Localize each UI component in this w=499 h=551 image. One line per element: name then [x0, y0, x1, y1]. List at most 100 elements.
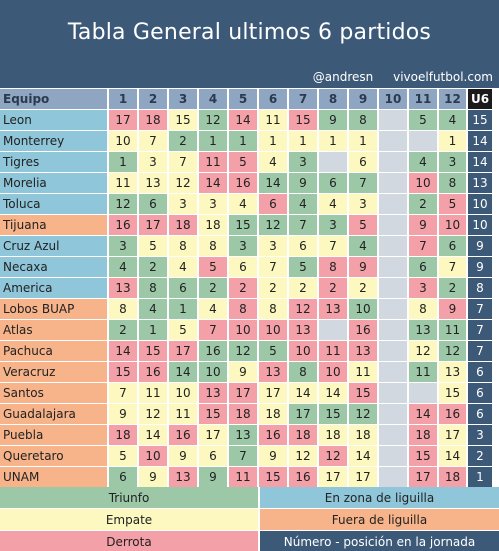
u6-position: 8 — [468, 278, 492, 298]
legend-number: Número - posición en la jornada — [260, 531, 499, 551]
position-cell: 17 — [289, 404, 317, 424]
column-header-round: 10 — [379, 89, 407, 109]
position-cell: 15 — [169, 110, 197, 130]
position-cell: 3 — [229, 236, 257, 256]
position-cell: 9 — [349, 257, 377, 277]
u6-position: 7 — [468, 320, 492, 340]
position-cell — [379, 236, 407, 256]
position-cell: 4 — [109, 257, 137, 277]
position-cell: 12 — [289, 299, 317, 319]
position-cell: 8 — [289, 362, 317, 382]
position-cell: 3 — [289, 152, 317, 172]
position-cell: 11 — [229, 467, 257, 487]
position-cell: 1 — [319, 131, 347, 151]
position-cell: 17 — [169, 341, 197, 361]
position-cell — [379, 194, 407, 214]
position-cell: 18 — [439, 467, 466, 487]
position-cell: 16 — [139, 362, 167, 382]
table-row: Morelia 11 13 12 14 16 14 9 6 7 10 8 13 — [0, 173, 499, 194]
team-name: Leon — [0, 110, 107, 130]
position-cell: 2 — [229, 278, 257, 298]
position-cell: 6 — [169, 278, 197, 298]
position-cell: 3 — [439, 152, 466, 172]
table-row: Puebla 18 14 16 17 13 16 18 18 18 18 17 3 — [0, 425, 499, 446]
position-cell: 4 — [349, 236, 377, 256]
position-cell: 4 — [229, 194, 257, 214]
credits: @andresn vivoelfutbol.com — [297, 70, 493, 84]
position-cell: 4 — [139, 299, 167, 319]
position-cell: 10 — [139, 446, 167, 466]
position-cell: 13 — [439, 362, 466, 382]
u6-position: 14 — [468, 152, 492, 172]
position-cell: 13 — [259, 362, 287, 382]
position-cell — [379, 404, 407, 424]
position-cell: 8 — [259, 299, 287, 319]
position-cell: 13 — [169, 467, 197, 487]
column-header-u6: U6 — [468, 89, 492, 109]
position-cell: 16 — [259, 425, 287, 445]
position-cell: 1 — [199, 131, 227, 151]
table-row: Atlas 2 1 5 7 10 10 13 16 13 11 7 — [0, 320, 499, 341]
position-cell — [319, 152, 347, 172]
position-cell: 9 — [439, 299, 466, 319]
position-cell: 12 — [289, 446, 317, 466]
position-cell: 13 — [139, 173, 167, 193]
position-cell: 13 — [109, 278, 137, 298]
position-cell: 13 — [229, 425, 257, 445]
position-cell — [379, 341, 407, 361]
position-cell — [379, 446, 407, 466]
position-cell: 4 — [439, 110, 466, 130]
position-cell: 1 — [109, 152, 137, 172]
position-cell: 8 — [409, 299, 437, 319]
position-cell: 17 — [229, 383, 257, 403]
team-name: Guadalajara — [0, 404, 107, 424]
position-cell: 7 — [199, 320, 227, 340]
position-cell: 9 — [259, 446, 287, 466]
position-cell: 15 — [319, 404, 347, 424]
legend-loss: Derrota — [0, 531, 258, 551]
position-cell: 11 — [109, 173, 137, 193]
position-cell: 8 — [169, 236, 197, 256]
team-name: Veracruz — [0, 362, 107, 382]
position-cell: 10 — [349, 299, 377, 319]
position-cell: 7 — [319, 236, 347, 256]
column-header-round: 8 — [319, 89, 347, 109]
position-cell: 16 — [349, 320, 377, 340]
legend-row: Derrota Número - posición en la jornada — [0, 531, 499, 551]
position-cell: 7 — [259, 257, 287, 277]
position-cell: 15 — [199, 404, 227, 424]
position-cell: 5 — [349, 215, 377, 235]
team-name: Pachuca — [0, 341, 107, 361]
position-cell: 10 — [259, 320, 287, 340]
position-cell — [379, 320, 407, 340]
position-cell: 16 — [229, 173, 257, 193]
position-cell: 8 — [349, 110, 377, 130]
position-cell: 18 — [289, 425, 317, 445]
position-cell: 12 — [259, 215, 287, 235]
position-cell: 18 — [199, 215, 227, 235]
position-cell: 17 — [259, 383, 287, 403]
position-cell: 9 — [109, 404, 137, 424]
position-cell: 4 — [409, 152, 437, 172]
position-cell — [379, 383, 407, 403]
position-cell: 6 — [409, 257, 437, 277]
position-cell: 15 — [349, 383, 377, 403]
position-cell: 14 — [409, 404, 437, 424]
position-cell: 3 — [139, 152, 167, 172]
position-cell: 17 — [109, 110, 137, 130]
position-cell — [379, 362, 407, 382]
position-cell: 2 — [409, 194, 437, 214]
position-cell: 1 — [439, 131, 466, 151]
team-name: Atlas — [0, 320, 107, 340]
position-cell: 10 — [229, 320, 257, 340]
position-cell: 7 — [139, 131, 167, 151]
position-cell: 18 — [409, 425, 437, 445]
legend: Triunfo En zona de liguilla Empate Fuera… — [0, 487, 499, 551]
u6-position: 10 — [468, 194, 492, 214]
position-cell: 1 — [169, 299, 197, 319]
position-cell: 12 — [349, 404, 377, 424]
position-cell: 13 — [289, 320, 317, 340]
position-cell: 9 — [229, 362, 257, 382]
legend-row: Empate Fuera de liguilla — [0, 509, 499, 530]
legend-row: Triunfo En zona de liguilla — [0, 487, 499, 508]
